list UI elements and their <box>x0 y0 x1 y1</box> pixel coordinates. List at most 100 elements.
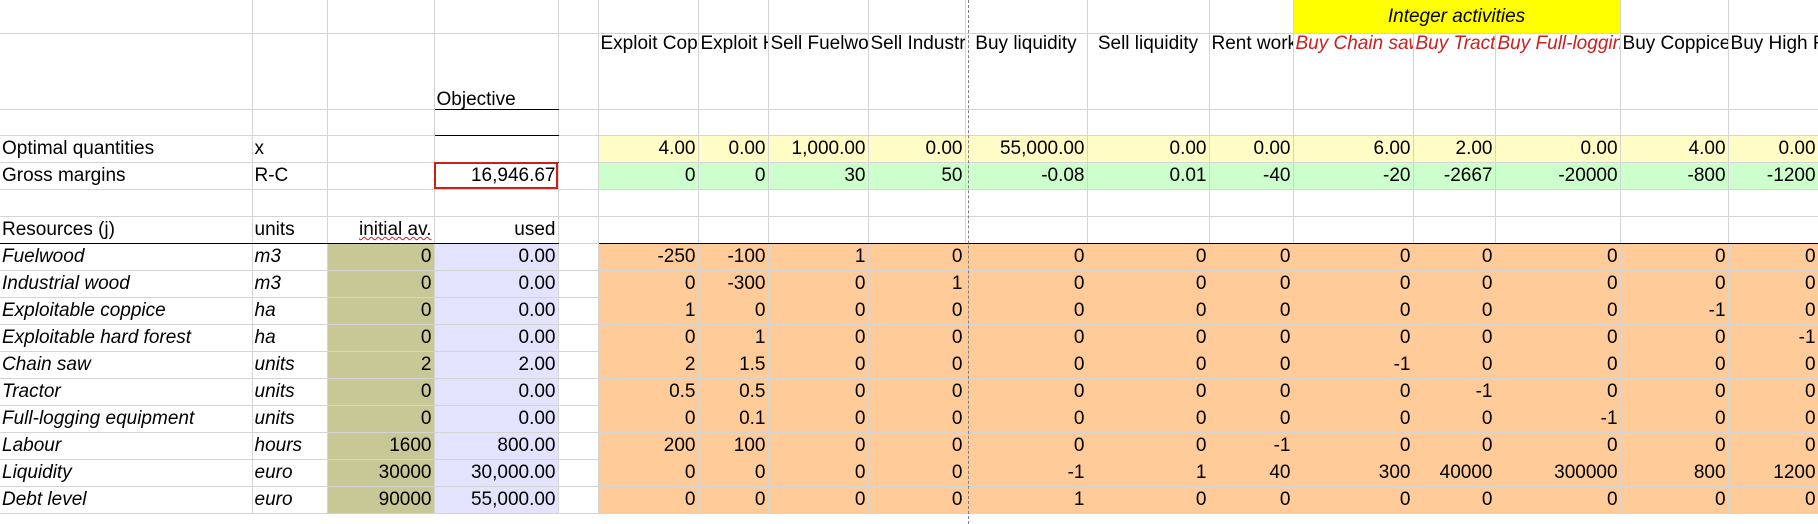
optimal-value[interactable]: 0.00 <box>698 135 769 163</box>
coefficient-cell[interactable]: 0 <box>1087 432 1210 460</box>
activity-header[interactable]: Buy Coppices stumpage <box>1620 33 1729 110</box>
resource-used[interactable]: 0.00 <box>434 270 559 298</box>
empty-cell[interactable] <box>252 109 328 136</box>
resource-unit[interactable]: ha <box>252 297 328 325</box>
empty-cell[interactable] <box>1087 189 1210 217</box>
coefficient-cell[interactable]: 0 <box>698 459 769 487</box>
resources-header[interactable]: Resources (j) <box>0 216 253 244</box>
empty-cell[interactable] <box>965 109 1088 136</box>
resource-unit[interactable]: hours <box>252 432 328 460</box>
empty-cell[interactable] <box>1209 109 1294 136</box>
resource-name[interactable]: Industrial wood <box>0 270 253 298</box>
resource-name[interactable]: Tractor <box>0 378 253 406</box>
empty-cell[interactable] <box>868 109 966 136</box>
coefficient-cell[interactable]: 0 <box>1209 486 1294 514</box>
coefficient-cell[interactable]: 0 <box>965 297 1088 325</box>
empty-cell[interactable] <box>434 189 559 217</box>
empty-cell[interactable] <box>1728 109 1818 136</box>
empty-cell[interactable] <box>1087 109 1210 136</box>
empty-cell[interactable] <box>434 0 559 34</box>
empty-cell[interactable] <box>558 162 599 190</box>
coefficient-cell[interactable]: 0 <box>965 378 1088 406</box>
empty-cell[interactable] <box>558 189 599 217</box>
empty-cell[interactable] <box>698 109 769 136</box>
empty-cell[interactable] <box>558 33 599 110</box>
coefficient-cell[interactable]: 0 <box>768 297 869 325</box>
coefficient-cell[interactable]: 0 <box>1413 270 1496 298</box>
optimal-value[interactable]: 4.00 <box>598 135 699 163</box>
coefficient-cell[interactable]: 0 <box>768 486 869 514</box>
coefficient-cell[interactable]: -1 <box>965 459 1088 487</box>
resource-name[interactable]: Full-logging equipment <box>0 405 253 433</box>
objective-value[interactable]: 16,946.67 <box>434 162 559 190</box>
coefficient-cell[interactable]: 0 <box>1413 432 1496 460</box>
empty-cell[interactable] <box>1620 189 1729 217</box>
coefficient-cell[interactable]: 0 <box>768 432 869 460</box>
coefficient-cell[interactable]: 0 <box>768 405 869 433</box>
resource-used[interactable]: 55,000.00 <box>434 486 559 514</box>
resource-unit[interactable]: euro <box>252 459 328 487</box>
optimal-value[interactable]: 1,000.00 <box>768 135 869 163</box>
resource-name[interactable]: Fuelwood <box>0 243 253 271</box>
coefficient-cell[interactable]: -300 <box>698 270 769 298</box>
coefficient-cell[interactable]: 0 <box>768 378 869 406</box>
coefficient-cell[interactable]: 0 <box>868 432 966 460</box>
coefficient-cell[interactable]: 0 <box>698 297 769 325</box>
empty-cell[interactable] <box>698 189 769 217</box>
activity-header[interactable]: Buy liquidity <box>965 33 1088 110</box>
initial-availability[interactable]: 0 <box>327 405 435 433</box>
coefficient-cell[interactable]: 0 <box>1209 270 1294 298</box>
empty-cell[interactable] <box>698 0 769 34</box>
coefficient-cell[interactable]: 0 <box>1620 324 1729 352</box>
resource-unit[interactable]: ha <box>252 324 328 352</box>
coefficient-cell[interactable]: 1 <box>698 324 769 352</box>
resource-unit[interactable]: units <box>252 351 328 379</box>
empty-cell[interactable] <box>558 109 599 136</box>
empty-cell[interactable] <box>558 378 599 406</box>
coefficient-cell[interactable]: 0 <box>1728 405 1818 433</box>
gross-margin-value[interactable]: 50 <box>868 162 966 190</box>
gross-margin-value[interactable]: 0 <box>598 162 699 190</box>
optimal-value[interactable]: 0.00 <box>1728 135 1818 163</box>
empty-cell[interactable] <box>768 0 869 34</box>
empty-cell[interactable] <box>1413 189 1496 217</box>
empty-cell[interactable] <box>768 216 869 244</box>
empty-cell[interactable] <box>598 0 699 34</box>
resource-unit[interactable]: m3 <box>252 270 328 298</box>
resource-name[interactable]: Labour <box>0 432 253 460</box>
empty-cell[interactable] <box>1728 216 1818 244</box>
coefficient-cell[interactable]: 0 <box>1209 378 1294 406</box>
gross-margin-value[interactable]: -2667 <box>1413 162 1496 190</box>
coefficient-cell[interactable]: 0.1 <box>698 405 769 433</box>
empty-cell[interactable] <box>558 324 599 352</box>
coefficient-cell[interactable]: 0 <box>768 351 869 379</box>
coefficient-cell[interactable]: 0 <box>1413 351 1496 379</box>
empty-cell[interactable] <box>1293 109 1414 136</box>
coefficient-cell[interactable]: 0 <box>1620 432 1729 460</box>
coefficient-cell[interactable]: 0 <box>965 270 1088 298</box>
coefficient-cell[interactable]: 0 <box>1728 432 1818 460</box>
empty-cell[interactable] <box>1087 216 1210 244</box>
empty-cell[interactable] <box>1413 216 1496 244</box>
coefficient-cell[interactable]: -1 <box>1293 351 1414 379</box>
coefficient-cell[interactable]: 0 <box>1495 351 1621 379</box>
coefficient-cell[interactable]: 0 <box>1728 243 1818 271</box>
empty-cell[interactable] <box>558 0 599 34</box>
coefficient-cell[interactable]: 0 <box>1620 270 1729 298</box>
coefficient-cell[interactable]: 1 <box>768 243 869 271</box>
coefficient-cell[interactable]: 0 <box>1209 243 1294 271</box>
coefficient-cell[interactable]: 800 <box>1620 459 1729 487</box>
initial-availability[interactable]: 0 <box>327 324 435 352</box>
coefficient-cell[interactable]: 0 <box>868 459 966 487</box>
coefficient-cell[interactable]: 0 <box>1413 486 1496 514</box>
coefficient-cell[interactable]: -250 <box>598 243 699 271</box>
coefficient-cell[interactable]: 1 <box>868 270 966 298</box>
coefficient-cell[interactable]: 0.5 <box>698 378 769 406</box>
gross-margin-value[interactable]: -0.08 <box>965 162 1088 190</box>
gross-symbol[interactable]: R-C <box>252 162 328 190</box>
empty-cell[interactable] <box>1209 0 1294 34</box>
coefficient-cell[interactable]: 0 <box>1495 486 1621 514</box>
empty-cell[interactable] <box>327 135 435 163</box>
coefficient-cell[interactable]: 0 <box>1087 378 1210 406</box>
empty-cell[interactable] <box>768 109 869 136</box>
